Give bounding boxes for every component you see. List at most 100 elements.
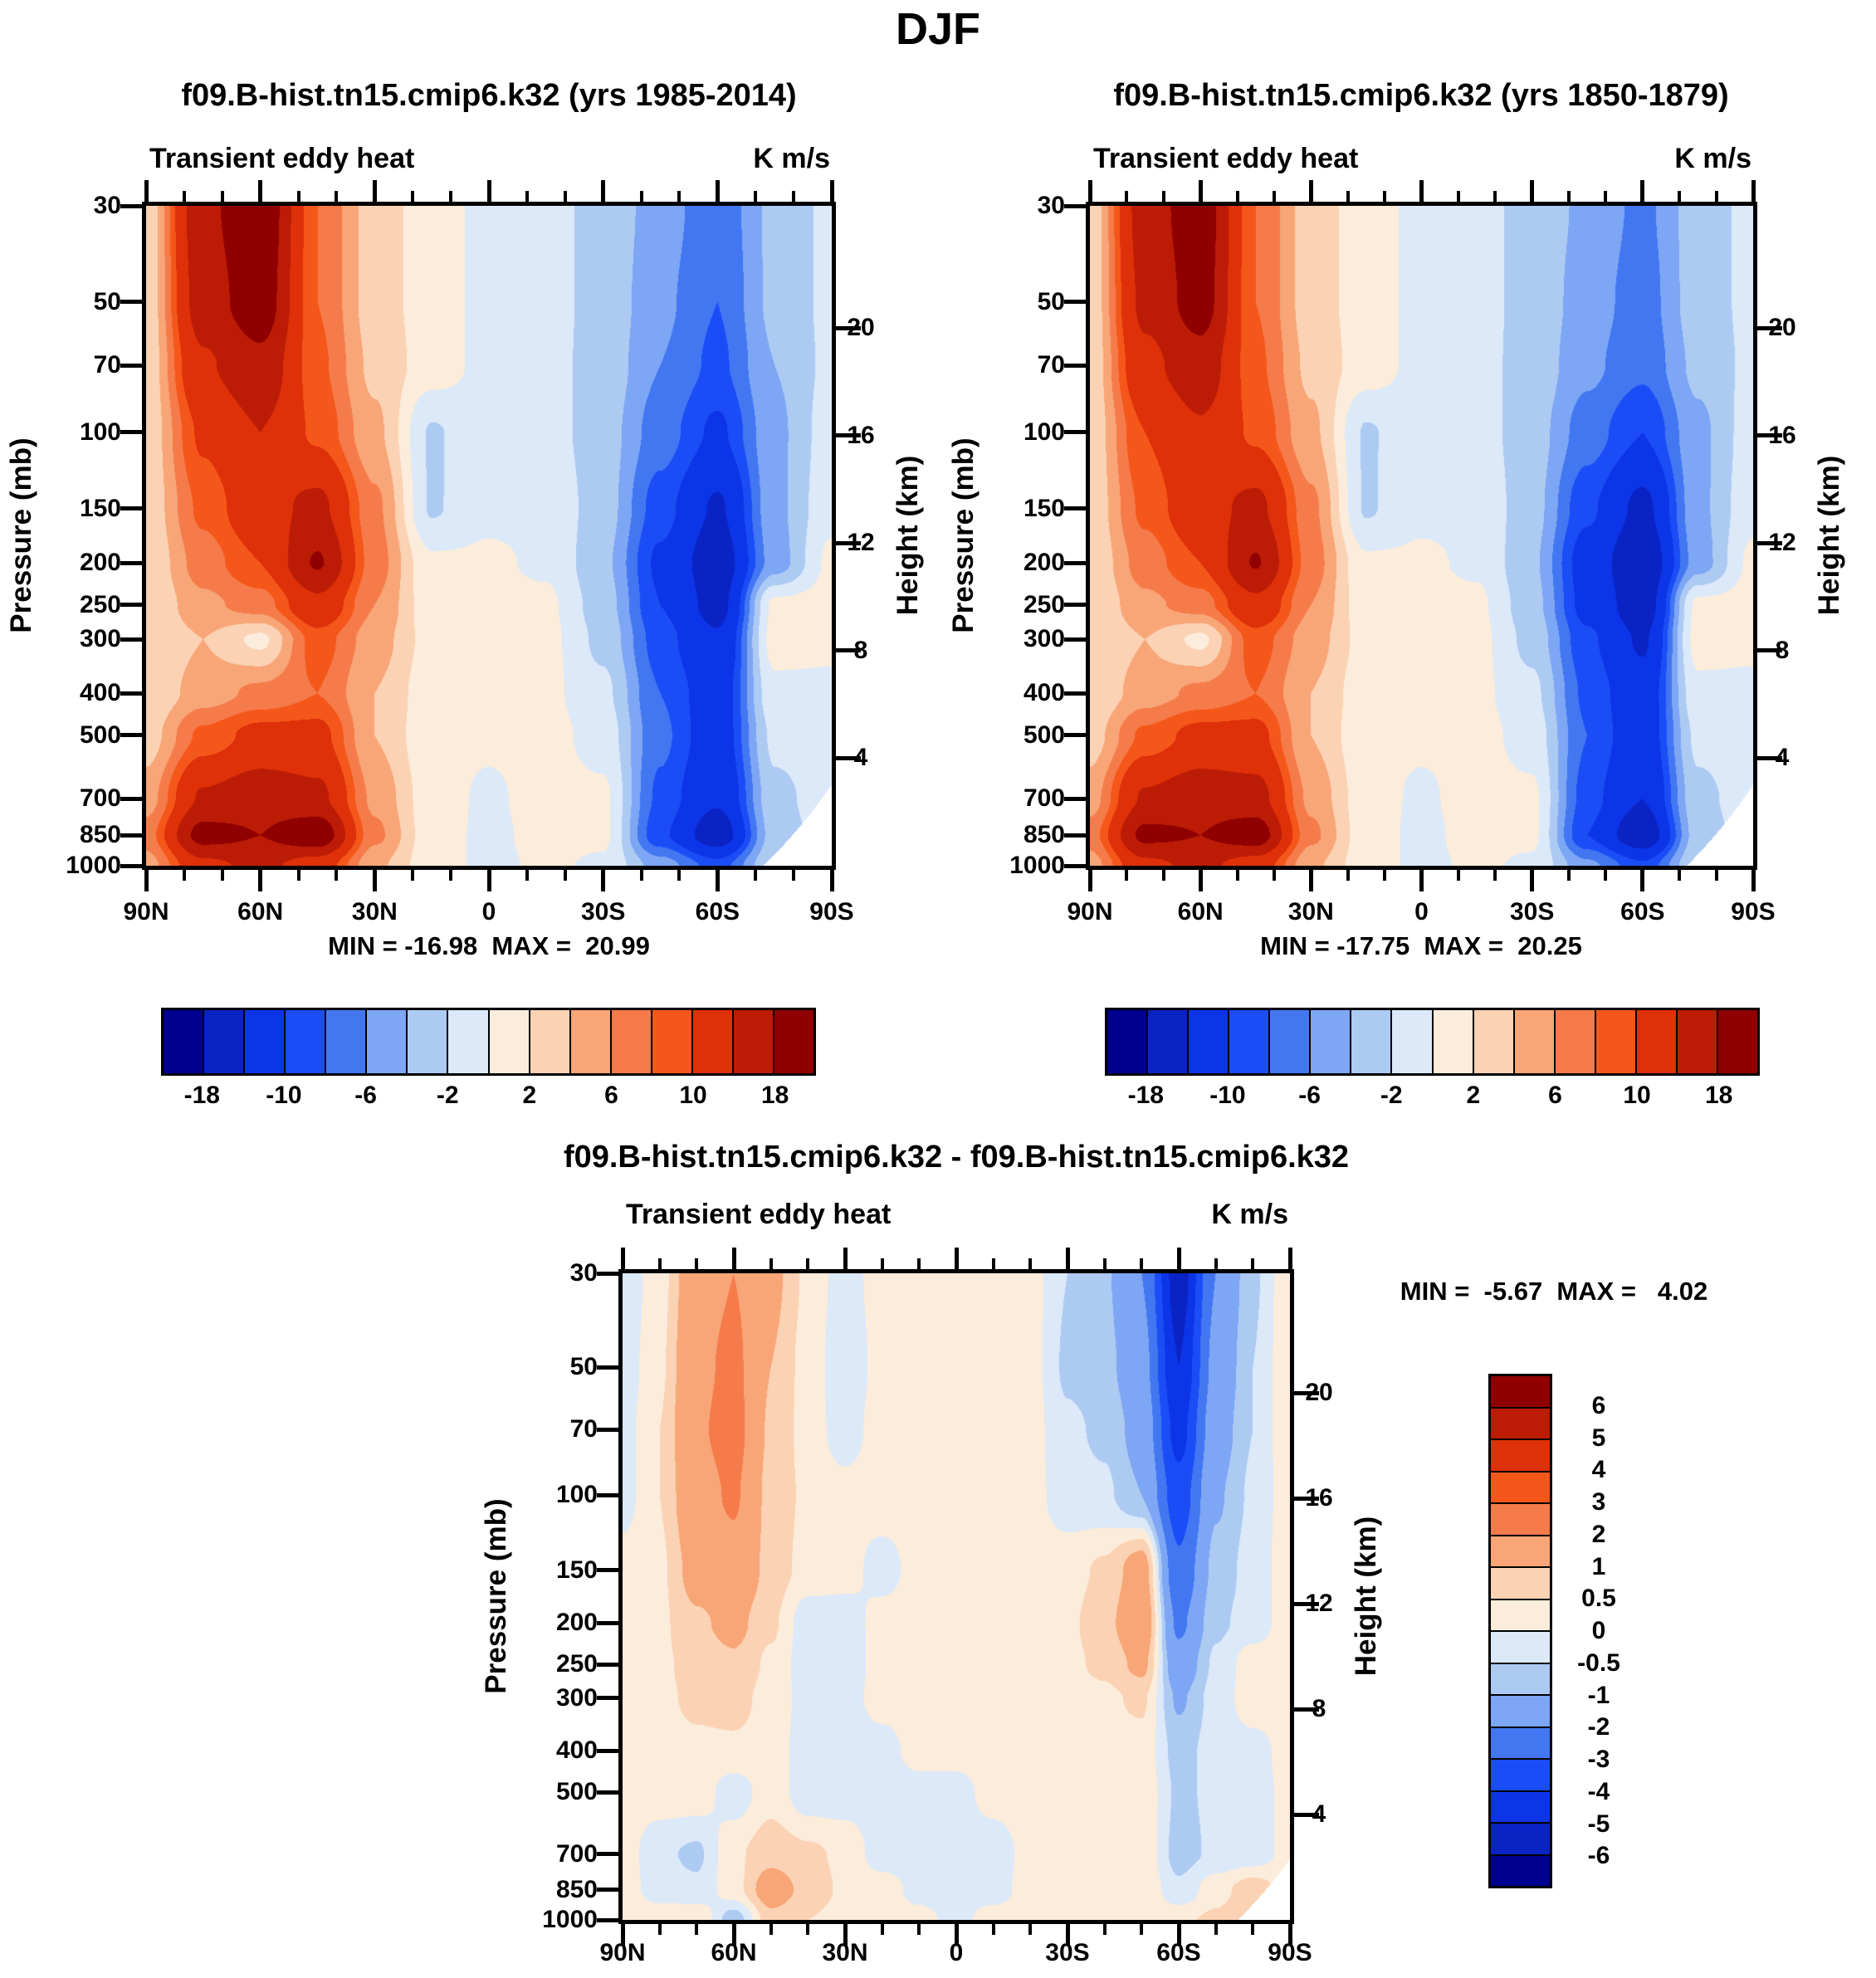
panel-a-min-max: MIN = -16.98 MAX = 20.99 [328,931,650,960]
lat-tick [1678,870,1682,881]
height-tick [836,433,861,438]
colorbar-tick-label: -6 [354,1082,377,1109]
pressure-tick-label: 50 [93,287,121,315]
lat-tick [1567,870,1571,881]
pressure-tick-label: 400 [79,679,121,707]
colorbar-tick-label: 18 [1705,1082,1733,1109]
lat-tick [1419,180,1424,202]
panel-b-units: K m/s [1674,143,1751,174]
colorbar-tick-label: -18 [1127,1082,1164,1109]
lat-tick [792,870,796,881]
panel-c-height-axis-label: Height (km) [1350,1516,1382,1677]
lat-tick [1287,1924,1292,1946]
pressure-tick [120,637,142,642]
pressure-tick-label: 850 [1023,821,1065,849]
lat-tick [754,191,758,202]
height-tick [1294,1496,1319,1501]
lat-tick [1176,1924,1181,1946]
lat-tick [411,870,415,881]
plot-border-climo-1850-1879 [1086,202,1757,870]
colorbar-tick-label: -1 [1587,1681,1610,1709]
colorbar-tick-label: -2 [436,1082,459,1109]
panel-c-units: K m/s [1211,1199,1288,1230]
pressure-tick-label: 70 [1037,351,1065,379]
pressure-tick [120,796,142,801]
pressure-tick [597,1271,618,1276]
colorbar-segment [1270,1010,1312,1073]
pressure-tick [120,430,142,435]
colorbar-tick-label: -18 [183,1082,220,1109]
colorbar-tick-label: 6 [1591,1391,1606,1419]
colorbar-segment [1148,1010,1190,1073]
lat-tick [695,1258,699,1269]
lat-tick-label: 90N [123,898,169,926]
pressure-tick-label: 50 [1037,287,1065,315]
height-tick-label: 12 [1305,1590,1333,1618]
lat-tick [620,1924,625,1946]
lat-tick [954,1248,959,1269]
pressure-tick [1064,691,1086,696]
lat-tick [335,870,339,881]
pressure-tick [120,203,142,208]
colorbar-segment [611,1010,652,1073]
lat-tick [411,191,415,202]
lat-tick [525,870,529,881]
pressure-tick-label: 700 [1023,784,1065,813]
pressure-tick [597,1888,618,1893]
colorbar-tick-label: 18 [761,1082,789,1109]
colorbar-segment [245,1010,286,1073]
pressure-tick-label: 100 [1023,418,1065,446]
panel-c-min-max: MIN = -5.67 MAX = 4.02 [1400,1277,1708,1306]
panel-a-field-label: Transient eddy heat [149,143,415,174]
colorbar-segment [1491,1760,1550,1792]
lat-tick [829,180,834,202]
height-tick-label: 20 [1768,314,1796,342]
colorbar-segment [408,1010,449,1073]
colorbar-tick-label: 2 [522,1082,537,1109]
pressure-tick [1064,637,1086,642]
lat-tick [1102,1258,1107,1269]
pressure-tick [597,1568,618,1573]
lat-tick [806,1924,810,1935]
height-tick-label: 4 [1312,1800,1326,1829]
height-tick-label: 20 [847,314,875,342]
lat-tick [1308,870,1313,891]
lat-tick [1087,870,1092,891]
lat-tick [1640,180,1645,202]
lat-tick [1751,180,1756,202]
colorbar-segment [1491,1824,1550,1856]
lat-tick-label: 30S [580,898,626,926]
pressure-tick-label: 850 [79,821,121,849]
pressure-tick [1064,203,1086,208]
pressure-tick-label: 700 [555,1839,598,1868]
pressure-tick [120,506,142,511]
lat-tick [449,870,453,881]
lat-tick [1751,870,1756,891]
lat-tick [1065,1248,1070,1269]
pressure-tick [1064,603,1086,608]
colorbar-tick-label: -4 [1587,1777,1610,1805]
colorbar-segment [367,1010,408,1073]
pressure-tick [120,300,142,305]
colorbar-segment [1351,1010,1393,1073]
colorbar-segment [1433,1010,1474,1073]
pressure-tick-label: 100 [79,418,121,446]
colorbar-segment [1595,1010,1637,1073]
colorbar-tick-label: -0.5 [1577,1648,1620,1677]
pressure-tick [597,1917,618,1922]
lat-tick [657,1258,662,1269]
pressure-tick [120,560,142,565]
colorbar-segment [164,1010,205,1073]
pressure-tick-label: 1000 [542,1906,598,1933]
lat-tick [486,180,491,202]
lat-tick [1346,870,1350,881]
pressure-tick-label: 30 [1037,192,1065,219]
colorbar-segment [733,1010,774,1073]
lat-tick [486,870,491,891]
lat-tick [1161,870,1165,881]
height-tick-label: 16 [1768,421,1796,449]
pressure-tick-label: 70 [569,1415,598,1443]
pressure-tick-label: 150 [555,1556,598,1584]
main-title: DJF [895,4,981,54]
lat-tick [991,1258,995,1269]
